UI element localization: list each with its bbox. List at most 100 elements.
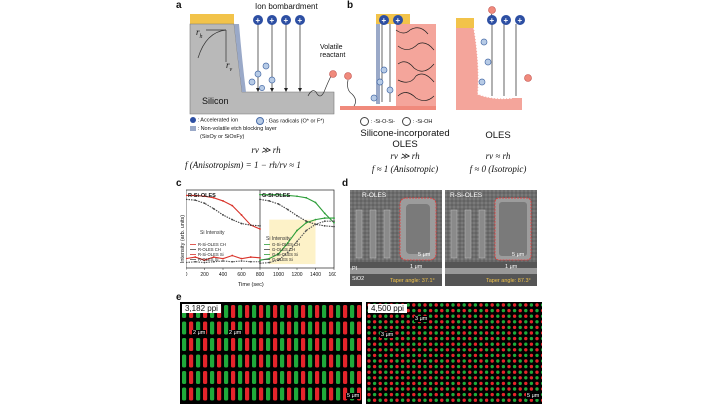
e-right-subpixel [540,320,542,324]
e-left-subpixel [266,387,271,401]
e-right-subpixel [400,392,405,397]
e-left-subpixel [329,371,334,384]
e-right-subpixel [400,336,405,341]
e-right-subpixel [423,387,427,391]
e-right-subpixel [395,392,399,397]
e-right-subpixel [518,303,522,307]
e-right-subpixel [423,325,427,330]
e-right-subpixel [518,308,522,313]
e-right-subpixel [479,325,483,330]
e-right-subpixel [417,392,422,397]
e-left-subpixel [252,321,257,335]
c-subplot-title-1: G-Si-OLES [262,193,290,199]
e-right-subpixel [484,348,489,352]
e-right-subpixel [518,381,522,386]
e-right-subpixel [406,314,410,318]
e-right-subpixel [378,320,382,324]
e-right-subpixel [400,325,405,330]
e-right-subpixel [468,364,472,369]
e-left-subpixel [308,371,313,384]
e-left-subpixel [315,321,320,335]
etch-layer-icon [190,126,196,132]
e-right-subpixel [400,320,405,324]
e-right-subpixel [501,359,506,363]
c-point-1-1-0 [259,198,261,201]
e-right-subpixel [484,336,489,341]
e-right-subpixel [395,325,399,330]
e-right-subpixel [512,359,517,363]
c-point-0-3-3 [212,260,215,263]
e-left-subpixel [287,387,292,401]
e-right-subpixel [451,387,455,391]
e-right-subpixel [445,314,450,318]
legend-gas-radicals: : Gas radicals (O* or F*) [256,117,324,125]
e-right-subpixel [540,331,542,335]
e-right-subpixel [529,314,534,318]
e-left-subpixel [336,371,341,384]
e-right-subpixel [428,370,433,374]
e-right-subpixel [451,353,455,358]
e-right-subpixel [462,314,466,318]
c-point-1-2-6 [314,218,317,221]
e-right-subpixel [440,381,444,386]
e-left-subpixel [245,371,250,384]
e-right-subpixel [496,353,500,358]
si-o-si-icon [360,117,369,126]
panel-e-pixels-left [180,302,362,404]
e-right-subpixel [484,370,489,374]
e-right-subpixel [462,325,466,330]
e-right-subpixel [473,342,478,346]
e-right-subpixel [512,320,517,324]
e-right-subpixel [395,342,399,346]
e-right-subpixel [473,348,478,352]
e-right-subpixel [507,320,511,324]
e-left-subpixel [280,338,285,351]
e-right-subpixel [462,364,466,369]
e-right-subpixel [535,381,539,386]
e-right-subpixel [473,387,478,391]
e-right-subpixel [479,376,483,380]
e-left-subpixel [301,321,306,335]
e-right-subpixel [524,348,528,352]
e-right-subpixel [512,303,517,307]
e-left-subpixel [322,321,327,335]
e-left-subpixel [231,305,236,318]
panel-b-left-title-2: OLES [392,139,418,150]
e-right-subpixel [456,325,461,330]
e-right-subpixel [468,331,472,335]
d-left-title: R-OLES [362,192,387,199]
e-left-subpixel [189,371,194,384]
d-left-scale-2: 1 μm [410,264,423,270]
e-right-subpixel [456,336,461,341]
e-right-subpixel [428,392,433,397]
e-right-subpixel [468,314,472,318]
e-left-subpixel [245,305,250,318]
panel-b-label: b [347,0,354,11]
e-right-subpixel [378,370,382,374]
e-right-subpixel [535,320,539,324]
c-annotation-0: Si Intensity [200,230,225,236]
c-xtick-label-0: 0 [186,272,188,278]
e-right-subpixel [524,331,528,335]
e-right-subpixel [473,303,478,307]
e-right-subpixel [524,370,528,374]
c-point-0-1-8 [259,224,261,227]
e-right-subpixel [367,353,371,358]
e-right-subpixel [490,392,494,397]
e-right-subpixel [479,320,483,324]
e-right-subpixel [451,376,455,380]
e-right-subpixel [445,342,450,346]
e-right-subpixel [440,364,444,369]
e-right-subpixel [468,353,472,358]
e-left-subpixel [224,338,229,351]
e-right-subpixel [451,308,455,313]
e-right-subpixel [512,331,517,335]
e-right-subpixel [412,303,416,307]
e-left-subpixel [357,321,362,335]
e-left-subpixel [315,354,320,368]
e-left-subpixel [273,371,278,384]
c-point-1-1-2 [277,203,280,205]
e-left-subpixel [294,338,299,351]
e-right-subpixel [484,376,489,380]
e-right-subpixel [462,348,466,352]
